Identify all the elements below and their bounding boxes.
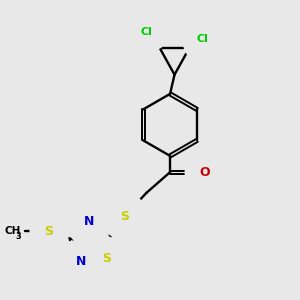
Text: Cl: Cl: [197, 34, 208, 44]
Text: 3: 3: [15, 232, 21, 241]
Text: S: S: [44, 225, 53, 238]
Text: S: S: [120, 210, 129, 223]
Text: N: N: [76, 255, 87, 268]
Text: N: N: [84, 215, 94, 229]
Text: CH: CH: [4, 226, 21, 236]
Text: S: S: [102, 252, 111, 265]
Text: Cl: Cl: [140, 27, 152, 37]
Text: O: O: [200, 166, 210, 179]
